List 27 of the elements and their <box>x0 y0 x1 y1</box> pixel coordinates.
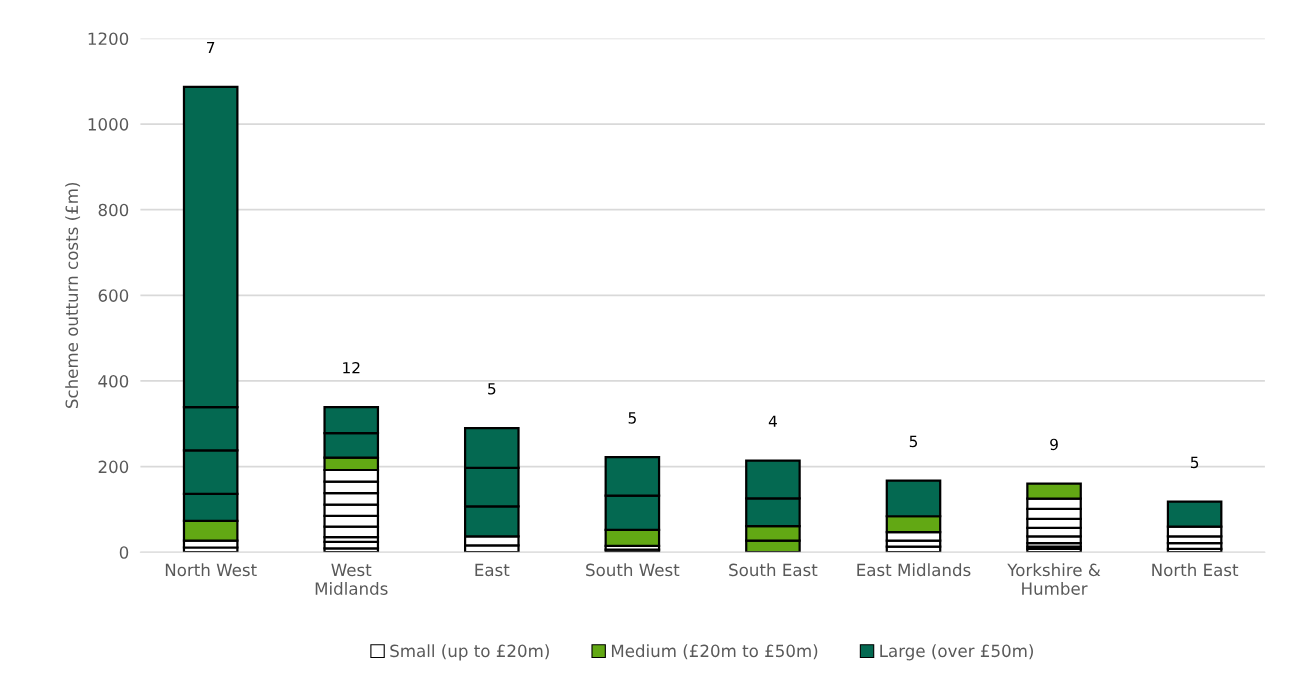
annotation: 4 <box>768 415 777 427</box>
annotation: 12 <box>343 362 360 374</box>
legend-label: Small (up to £20m) <box>390 644 549 661</box>
annotation: 5 <box>909 435 918 448</box>
x-tick-label: North West <box>165 563 257 577</box>
y-tick-label: 0 <box>119 546 129 559</box>
legend-label: Large (over £50m) <box>880 644 1033 661</box>
y-tick-label: 200 <box>98 460 129 474</box>
annotation: 9 <box>1050 438 1058 451</box>
x-tick-label: Yorkshire & Humber <box>1007 563 1101 595</box>
y-tick-label: 800 <box>98 203 129 217</box>
y-tick-label: 1200 <box>88 32 129 46</box>
x-tick-label: East Midlands <box>857 563 971 577</box>
legend-label: Medium (£20m to £50m) <box>611 644 818 660</box>
y-axis-title: Scheme outturn costs (£m) <box>65 182 81 409</box>
x-tick-label: South East <box>729 563 818 577</box>
x-tick-label: South West <box>586 563 680 577</box>
y-tick-label: 400 <box>98 374 129 388</box>
x-tick-label: North East <box>1152 563 1239 577</box>
annotation: 7 <box>207 41 215 54</box>
x-tick-label: West Midlands <box>315 563 388 595</box>
annotation: 5 <box>628 412 636 424</box>
annotation: 5 <box>1190 456 1199 469</box>
annotation: 5 <box>488 383 496 395</box>
x-tick-label: East <box>475 563 510 577</box>
y-tick-label: 1000 <box>88 118 129 131</box>
y-tick-label: 600 <box>98 289 129 302</box>
